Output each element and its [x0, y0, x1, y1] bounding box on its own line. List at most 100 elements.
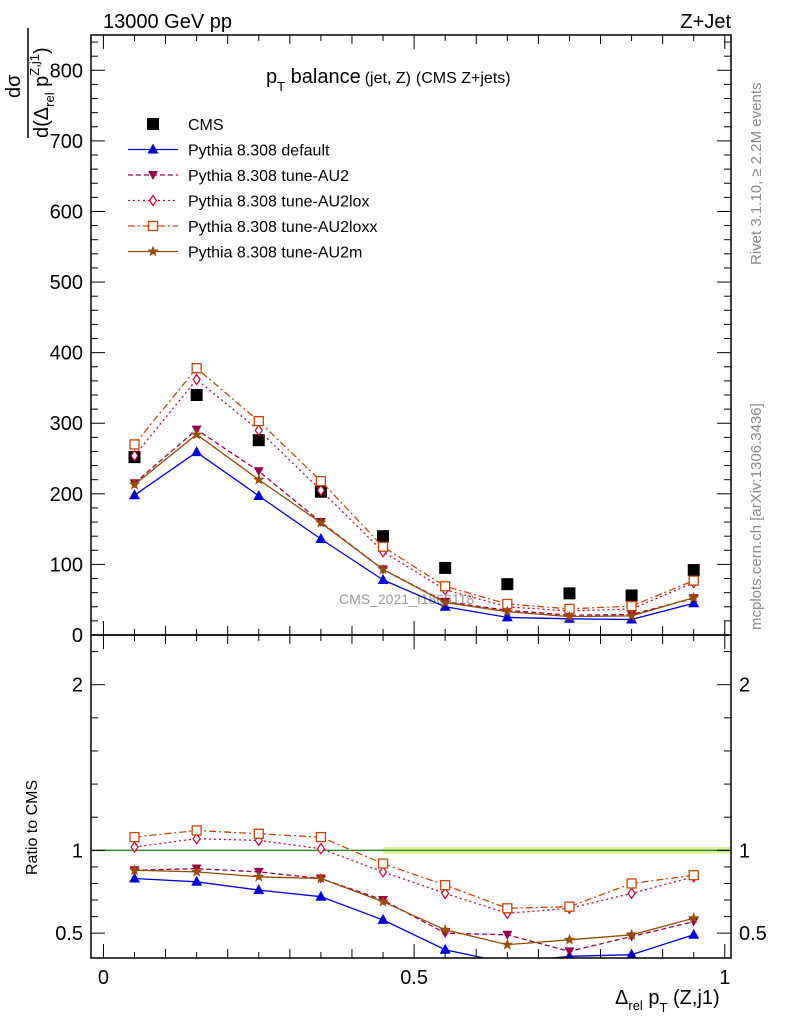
data-point-default — [128, 872, 140, 883]
series-line-au2 — [134, 867, 694, 953]
data-point-au2loxx — [129, 439, 140, 450]
legend-marker — [147, 118, 159, 130]
y-tick-label: 700 — [50, 131, 83, 153]
data-point-default — [191, 875, 203, 886]
series-line-au2 — [134, 428, 694, 616]
data-point-default — [688, 928, 700, 939]
x-tick-label: 1 — [719, 967, 730, 989]
data-point-au2lox — [130, 449, 139, 462]
header-left: 13000 GeV pp — [103, 11, 232, 33]
data-point-au2 — [564, 947, 575, 957]
x-axis-label: Δrel pT (Z,j1) — [615, 987, 720, 1015]
data-point-au2m — [439, 596, 451, 608]
series-line-au2loxx — [134, 829, 694, 909]
x-tick-label: 0.5 — [400, 967, 428, 989]
ratio-panel-frame — [90, 634, 732, 959]
data-point-au2loxx — [377, 858, 389, 869]
data-point-au2lox — [254, 424, 263, 437]
ratio-y-axis-label: Ratio to CMS — [24, 780, 41, 875]
legend-label: Pythia 8.308 default — [188, 143, 330, 160]
legend-marker — [147, 220, 159, 232]
data-point-au2loxx — [440, 581, 451, 592]
y-tick-label: 0 — [72, 625, 83, 647]
data-point-default — [315, 890, 327, 901]
data-point-default — [501, 611, 513, 622]
series-au2lox — [130, 832, 698, 920]
title-paren: (jet, Z) — [365, 70, 411, 87]
y-tick-label-right: 1 — [739, 840, 750, 862]
data-point-au2loxx — [688, 870, 699, 881]
y-tick-label: 2 — [72, 675, 83, 697]
data-point-au2m — [688, 912, 700, 924]
data-point-au2loxx — [377, 541, 389, 552]
data-point-au2m — [315, 516, 327, 528]
data-point-cms — [501, 578, 514, 591]
data-point-au2 — [502, 930, 513, 940]
data-point-au2loxx — [688, 575, 699, 586]
data-point-cms — [687, 564, 700, 577]
data-point-default — [377, 573, 389, 584]
legend-item-cms: CMS — [147, 117, 224, 134]
series-line-au2m — [134, 433, 694, 618]
data-point-au2m — [315, 872, 327, 884]
analysis-watermark: CMS_2021_I1866118 — [339, 591, 474, 607]
y-tick-label: 200 — [50, 484, 83, 506]
data-point-cms — [625, 589, 638, 602]
header-right: Z+Jet — [680, 11, 731, 33]
data-point-au2loxx — [315, 831, 327, 843]
plot-title: pT balance (jet, Z) (CMS Z+jets) — [266, 66, 511, 94]
data-point-au2loxx — [191, 825, 202, 836]
rivet-label: Rivet 3.1.10, ≥ 2.2M events — [748, 83, 765, 266]
legend-item-au2loxx: Pythia 8.308 tune-AU2loxx — [128, 219, 377, 236]
data-point-cms — [190, 389, 203, 401]
y-tick-label: 800 — [50, 60, 83, 82]
y-tick-label: 100 — [50, 554, 83, 576]
top-y-axis-label: dσ d(Δrel pZ,j1) — [3, 28, 57, 138]
data-point-au2m — [128, 864, 141, 876]
title-balance: balance — [285, 66, 361, 88]
series-au2loxx — [129, 825, 699, 914]
series-line-default — [134, 451, 694, 621]
data-point-au2m — [625, 928, 638, 940]
data-point-au2m — [253, 473, 265, 485]
data-point-cms — [563, 587, 576, 600]
data-point-au2 — [253, 467, 264, 477]
x-tick-label: 0 — [98, 967, 109, 989]
series-au2 — [129, 864, 699, 957]
data-point-au2m — [253, 870, 265, 882]
ylabel-numerator: dσ — [3, 74, 25, 98]
legend-label: CMS — [188, 117, 224, 134]
data-point-au2loxx — [564, 901, 575, 912]
data-point-au2lox — [316, 484, 326, 497]
data-point-au2m — [128, 478, 141, 490]
legend-marker — [147, 143, 159, 154]
y-tick-label-right: 2 — [739, 675, 750, 697]
legend-item-au2: Pythia 8.308 tune-AU2 — [128, 168, 349, 185]
data-point-au2lox — [378, 865, 388, 878]
series-line-au2lox — [134, 838, 694, 914]
title-extra: (CMS Z+jets) — [416, 70, 511, 87]
legend-label: Pythia 8.308 tune-AU2m — [188, 245, 362, 262]
main-panel: 0 100 200 300 400 500 600 700 800 — [50, 34, 732, 647]
legend-label: Pythia 8.308 tune-AU2loxx — [188, 219, 377, 236]
data-point-default — [191, 446, 203, 457]
data-point-au2m — [439, 923, 451, 935]
data-point-au2m — [688, 591, 700, 603]
data-point-au2m — [501, 938, 513, 950]
legend-marker — [147, 245, 159, 257]
data-point-au2m — [563, 933, 576, 945]
data-point-au2loxx — [440, 879, 451, 891]
top-panel-frame — [90, 34, 732, 636]
legend-item-au2lox: Pythia 8.308 tune-AU2lox — [128, 194, 369, 211]
data-point-au2m — [501, 605, 513, 617]
data-point-au2lox — [627, 887, 636, 900]
series-line-au2lox — [133, 378, 694, 612]
title-p-sub: T — [277, 79, 285, 94]
data-point-au2m — [625, 609, 638, 621]
data-point-au2loxx — [315, 475, 327, 487]
data-point-au2lox — [192, 373, 201, 386]
y-tick-label: 600 — [50, 201, 83, 223]
data-point-au2lox — [130, 840, 139, 854]
data-point-au2lox — [316, 842, 326, 855]
